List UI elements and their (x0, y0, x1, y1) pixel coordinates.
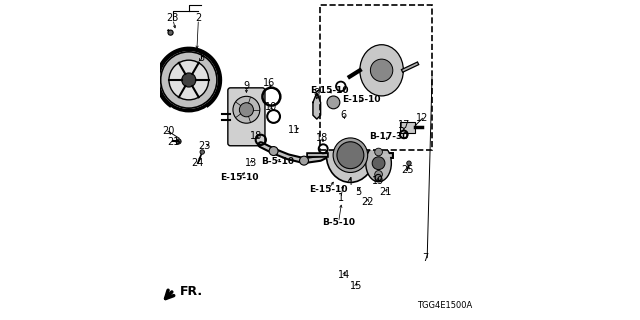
Circle shape (372, 157, 385, 170)
Circle shape (327, 96, 340, 109)
Text: 8: 8 (314, 88, 320, 98)
Text: 7: 7 (422, 252, 429, 263)
Ellipse shape (326, 128, 374, 182)
Text: 1: 1 (338, 193, 344, 204)
Text: 5: 5 (355, 187, 362, 197)
Text: 18: 18 (250, 131, 262, 141)
Text: 25: 25 (402, 165, 414, 175)
Ellipse shape (360, 45, 403, 96)
Text: 23: 23 (198, 140, 211, 151)
Circle shape (168, 30, 173, 35)
Circle shape (300, 156, 308, 165)
Ellipse shape (366, 145, 392, 182)
Circle shape (371, 59, 393, 82)
Circle shape (200, 150, 205, 154)
Text: 6: 6 (340, 110, 347, 120)
Text: 18: 18 (316, 132, 328, 143)
Text: TGG4E1500A: TGG4E1500A (417, 301, 472, 310)
Circle shape (375, 171, 383, 178)
Text: 19: 19 (371, 176, 384, 186)
Text: 17: 17 (397, 120, 410, 131)
Text: FR.: FR. (180, 285, 204, 298)
FancyBboxPatch shape (228, 88, 265, 146)
Circle shape (161, 52, 217, 108)
Text: 10: 10 (264, 102, 277, 112)
Circle shape (337, 142, 364, 169)
Circle shape (407, 161, 412, 165)
Text: 3: 3 (198, 52, 204, 63)
Bar (320, 5, 432, 150)
Text: 14: 14 (338, 269, 350, 280)
Bar (399, 122, 415, 133)
Text: E-15-10: E-15-10 (342, 95, 380, 104)
Circle shape (176, 139, 181, 144)
Text: B-5-10: B-5-10 (322, 218, 355, 227)
Text: 4: 4 (346, 177, 353, 188)
Text: E-15-10: E-15-10 (310, 86, 349, 95)
Text: B-17-30: B-17-30 (369, 132, 408, 141)
Text: 2: 2 (195, 12, 202, 23)
Circle shape (239, 103, 253, 117)
Text: 11: 11 (288, 124, 301, 135)
Text: 21: 21 (167, 137, 180, 148)
Text: B-5-10: B-5-10 (261, 157, 294, 166)
Text: 15: 15 (349, 281, 362, 292)
Circle shape (233, 96, 260, 123)
Circle shape (375, 148, 383, 156)
Circle shape (269, 147, 278, 156)
Text: E-15-10: E-15-10 (309, 185, 348, 194)
Text: 16: 16 (262, 78, 275, 88)
Text: 9: 9 (243, 81, 250, 92)
Text: 20: 20 (162, 126, 174, 136)
Circle shape (182, 73, 196, 87)
Text: 24: 24 (191, 158, 204, 168)
Text: E-15-10: E-15-10 (220, 173, 259, 182)
Text: 12: 12 (416, 113, 429, 124)
Circle shape (333, 138, 367, 172)
Polygon shape (313, 93, 321, 119)
Text: 21: 21 (380, 187, 392, 197)
Circle shape (375, 174, 381, 181)
Circle shape (169, 60, 209, 100)
Text: 22: 22 (361, 197, 374, 207)
Text: 13: 13 (245, 158, 257, 168)
Text: 23: 23 (166, 12, 179, 23)
